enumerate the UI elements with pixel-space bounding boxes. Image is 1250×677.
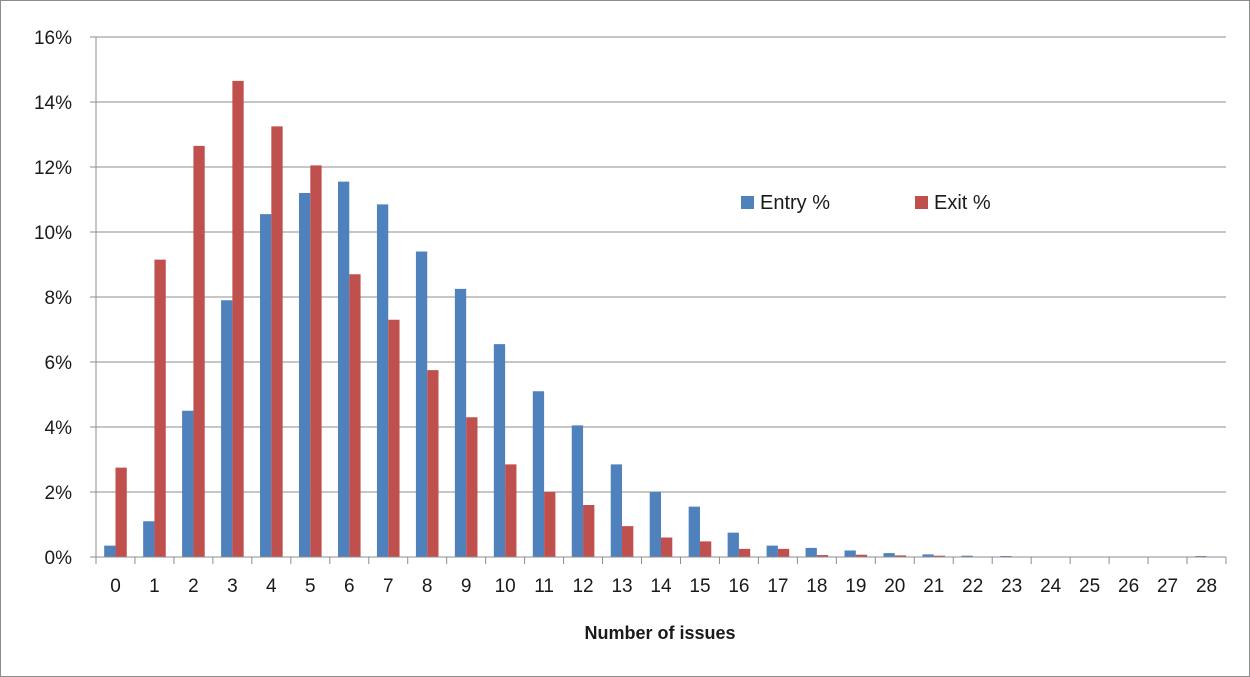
x-tick-label: 26 [1118, 576, 1139, 597]
y-tick-label: 16% [34, 28, 72, 49]
bar-exit-14 [661, 537, 673, 557]
bar-exit-2 [193, 145, 205, 558]
legend-label-entry: Entry % [760, 192, 830, 214]
x-tick-label: 21 [923, 576, 944, 597]
bar-entry-11 [532, 391, 545, 557]
bar-exit-19 [855, 554, 868, 557]
bar-entry-4 [260, 214, 272, 558]
x-tick-label: 8 [422, 576, 433, 597]
bar-entry-15 [688, 506, 700, 558]
bar-exit-3 [232, 80, 244, 558]
y-tick-label: 0% [45, 548, 73, 569]
bar-entry-5 [299, 193, 311, 557]
x-tick-label: 6 [344, 576, 355, 597]
axes [90, 36, 1227, 564]
x-tick-label: 11 [534, 576, 554, 597]
x-tick-label: 27 [1157, 576, 1178, 597]
x-tick-label: 12 [572, 576, 593, 597]
x-tick-label: 1 [149, 576, 160, 597]
bar-entry-6 [337, 181, 350, 558]
y-tick-label: 10% [34, 223, 72, 244]
bar-exit-10 [505, 464, 517, 558]
bar-entry-10 [493, 344, 506, 558]
x-tick-label: 15 [689, 576, 710, 597]
bar-exit-5 [310, 165, 322, 558]
bar-entry-0 [104, 545, 116, 558]
x-tick-label: 17 [767, 576, 788, 597]
bar-exit-1 [154, 259, 166, 558]
y-tick-label: 4% [45, 418, 73, 439]
x-tick-label: 7 [383, 576, 394, 597]
bar-exit-20 [894, 555, 907, 558]
bar-entry-20 [883, 553, 895, 557]
bar-exit-17 [777, 548, 790, 558]
bar-entry-12 [571, 425, 584, 558]
bar-entry-16 [727, 532, 739, 558]
bar-exit-16 [738, 548, 751, 558]
bars [104, 80, 1207, 558]
bar-entry-18 [805, 547, 817, 557]
y-tick-labels: 0% 2% 4% 6% 8% 10% 12% 14% 16% [34, 28, 72, 569]
x-tick-label: 24 [1040, 576, 1062, 597]
bar-exit-0 [115, 467, 127, 558]
x-tick-label: 23 [1001, 576, 1022, 597]
bar-exit-12 [583, 505, 595, 557]
bar-entry-22 [961, 555, 973, 557]
x-tick-label: 4 [266, 576, 277, 597]
y-tick-label: 6% [45, 353, 73, 374]
x-tick-labels: 0 1 2 3 4 5 6 7 8 9 10 11 12 13 14 15 16 17 18 19 20 21 22 23 24… [110, 576, 1217, 597]
x-tick-label: 13 [611, 576, 632, 597]
bar-exit-8 [427, 370, 439, 558]
bar-entry-8 [415, 251, 428, 557]
x-tick-label: 25 [1079, 576, 1100, 597]
x-tick-label: 18 [806, 576, 827, 597]
y-tick-label: 14% [34, 93, 72, 114]
bar-exit-11 [544, 492, 556, 557]
bar-entry-13 [610, 464, 623, 558]
y-tick-label: 12% [34, 158, 72, 179]
x-tick-label: 16 [728, 576, 749, 597]
legend-swatch-entry [741, 196, 754, 209]
legend-label-exit: Exit % [934, 192, 991, 214]
x-tick-label: 5 [305, 576, 316, 597]
gridlines [96, 36, 1226, 493]
bar-entry-2 [182, 410, 194, 557]
bar-entry-9 [454, 288, 467, 558]
bar-exit-7 [388, 319, 400, 557]
x-tick-label: 20 [884, 576, 905, 597]
y-tick-label: 2% [45, 483, 73, 504]
y-tick-label: 8% [45, 288, 73, 309]
bar-exit-13 [622, 526, 634, 558]
bar-exit-15 [699, 541, 712, 557]
bar-entry-1 [143, 521, 155, 557]
bar-exit-6 [349, 274, 361, 557]
bar-entry-21 [922, 554, 934, 557]
x-tick-label: 28 [1196, 576, 1217, 597]
bar-exit-4 [271, 126, 283, 558]
x-tick-label: 0 [110, 576, 121, 597]
bar-entry-14 [649, 492, 661, 557]
x-tick-label: 22 [962, 576, 983, 597]
x-tick-label: 19 [845, 576, 866, 597]
x-tick-label: 2 [188, 576, 199, 597]
x-tick-label: 9 [461, 576, 472, 597]
x-tick-label: 14 [650, 576, 672, 597]
x-tick-label: 3 [227, 576, 238, 597]
bar-exit-9 [466, 417, 478, 557]
bar-entry-3 [221, 300, 233, 557]
bar-entry-17 [766, 545, 778, 558]
bar-exit-18 [816, 555, 829, 557]
bar-entry-19 [844, 550, 856, 557]
legend-swatch-exit [915, 196, 928, 209]
legend: Entry % Exit % [741, 192, 991, 214]
x-tick-label: 10 [495, 576, 516, 597]
x-axis-title: Number of issues [584, 623, 735, 643]
bar-entry-7 [376, 204, 389, 558]
bar-exit-21 [933, 555, 946, 557]
